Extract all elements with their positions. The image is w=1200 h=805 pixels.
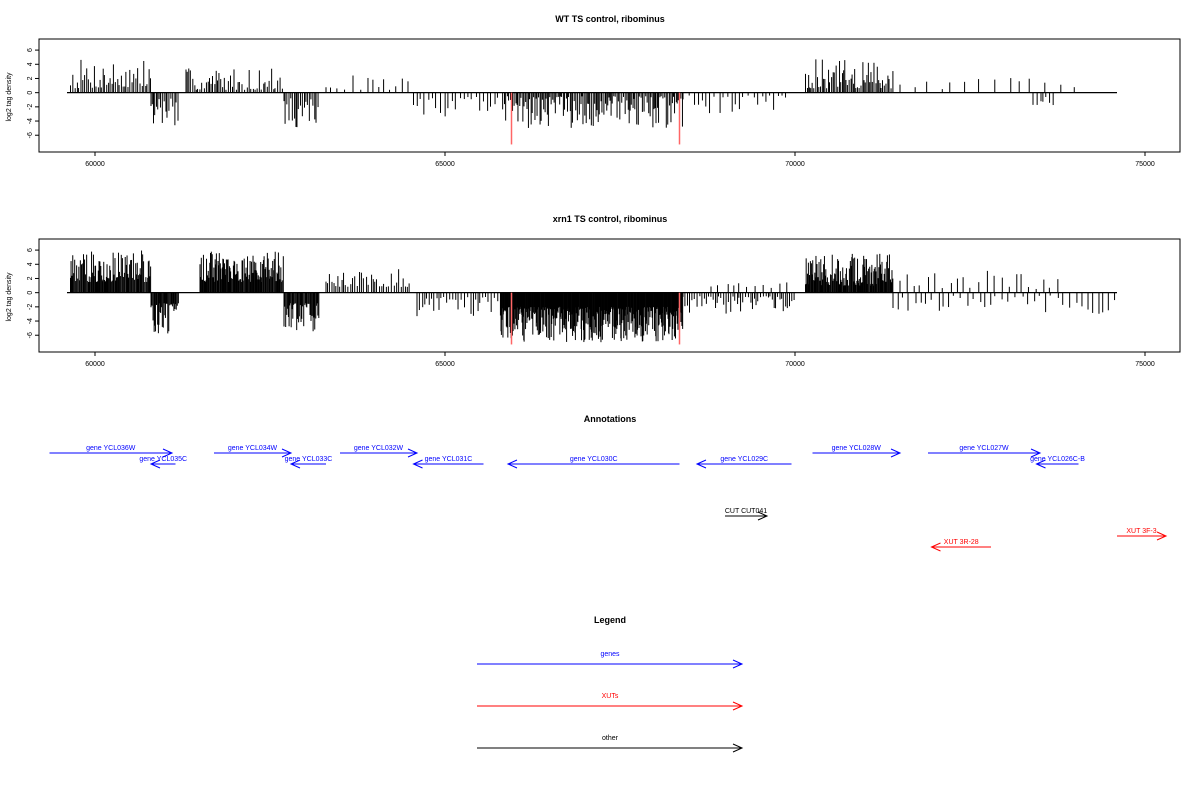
annotation-label: gene YCL033C [285,456,333,463]
y-tick-label: -2 [27,104,34,110]
annotation-label: gene YCL028W [832,445,882,452]
annotation-label: gene YCL030C [570,456,618,463]
annotations-title: Annotations [584,414,637,424]
panel-1-frame [38,38,1181,153]
x-tick-label: 60000 [85,361,105,368]
y-tick-label: -2 [27,304,34,310]
x-tick-label: 75000 [1135,161,1155,168]
annotation-arrow-head [506,459,518,469]
annotation-label: gene YCL029C [720,456,768,463]
legend-arrow-head [732,701,744,711]
annotation-arrow-head [1156,531,1168,541]
x-tick-label: 65000 [435,361,455,368]
annotation-arrow-head [930,542,941,552]
annotation-label: gene YCL027W [959,445,1009,452]
annotation-arrow-head [281,448,293,458]
y-tick-label: -4 [27,318,34,324]
panel-1-title: WT TS control, ribominus [555,14,665,24]
x-tick-label: 70000 [785,161,805,168]
y-tick-label: -6 [27,332,34,338]
y-tick-label: 0 [27,291,34,295]
annotation-arrow-head [289,459,301,469]
y-tick-label: 2 [27,76,34,80]
panel-2-title: xrn1 TS control, ribominus [553,214,668,224]
annotation-label: gene YCL036W [86,445,136,452]
y-tick-label: 2 [27,276,34,280]
y-tick-label: 0 [27,91,34,95]
legend-arrow-head [732,743,744,753]
annotation-arrow-head [412,459,423,469]
panel-2-frame [38,238,1181,353]
y-tick-label: -6 [27,132,34,138]
annotation-label: gene YCL034W [228,445,278,452]
legend: genes XUTs other [477,651,744,753]
annotation-arrow-head [1030,448,1042,458]
y-tick-label: -4 [27,118,34,124]
panel-2-ylabel: log2 tag density [6,272,13,322]
y-tick-label: 6 [27,248,34,252]
x-tick-label: 60000 [85,161,105,168]
legend-label: genes [600,651,620,658]
annotation-label: gene YCL031C [425,456,473,463]
annotation-arrow-head [695,459,707,469]
legend-label: other [602,735,619,742]
annotation-arrow-head [890,448,902,458]
annotation-label: gene YCL035C [139,456,187,463]
x-tick-label: 70000 [785,361,805,368]
panel-1-plot: -6 -4 -2 0 2 4 6 60000 65000 70000 75000 [27,48,1155,168]
y-tick-label: 6 [27,48,34,52]
legend-title: Legend [594,615,626,625]
annotation-label: XUT 3F-3 [1126,528,1156,535]
annotation-label: gene YCL032W [354,445,404,452]
annotation-label: gene YCL026C-B [1030,456,1085,463]
annotation-arrow-head [162,448,174,458]
y-tick-label: 4 [27,262,34,266]
annotation-arrow-head [757,511,769,521]
x-tick-label: 65000 [435,161,455,168]
legend-arrow-head [732,659,744,669]
y-tick-label: 4 [27,62,34,66]
legend-label: XUTs [602,693,619,700]
annotation-arrow-head [407,448,419,458]
annotation-arrow-head [149,459,161,469]
annotation-label: CUT CUT041 [725,508,767,515]
annotation-arrow-head [1035,459,1046,469]
panel-2-plot: -6 -4 -2 0 2 4 6 60000 65000 70000 75000 [27,248,1155,368]
x-tick-label: 75000 [1135,361,1155,368]
panel-1-ylabel: log2 tag density [6,72,13,122]
annotation-label: XUT 3R-28 [944,539,979,546]
